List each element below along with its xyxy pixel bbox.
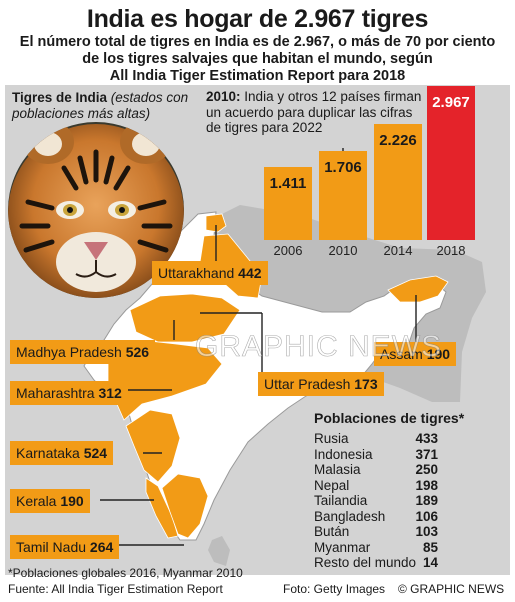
bar-2006: [264, 167, 312, 240]
label-maharashtra-value: 312: [98, 385, 122, 401]
bar-value-2018: 2.967: [432, 94, 470, 111]
population-value: 371: [415, 446, 438, 462]
bar-year-2014: 2014: [383, 243, 413, 258]
label-kerala-name: Kerala: [16, 493, 57, 509]
population-row: Myanmar 85: [314, 540, 438, 556]
bar-value-2014: 2.226: [379, 132, 417, 149]
label-uttarakhand-name: Uttarakhand: [158, 265, 235, 281]
bar-year-2006: 2006: [273, 243, 303, 258]
population-row: Bangladesh 106: [314, 509, 438, 525]
label-uttar-pradesh-value: 173: [354, 376, 378, 392]
note-2010-year: 2010:: [206, 89, 241, 104]
source: Fuente: All India Tiger Estimation Repor…: [8, 582, 223, 596]
population-value: 250: [415, 462, 438, 477]
subtitle-line-3: All India Tiger Estimation Report para 2…: [109, 68, 406, 84]
label-assam-name: Assam: [380, 346, 423, 362]
watermark: GRAPHIC NEWS: [195, 330, 443, 364]
map-heading: Tigres de India (estados con poblaciones…: [12, 90, 212, 122]
label-assam: Assam 190: [374, 342, 457, 366]
population-value: 433: [415, 431, 438, 446]
subtitle-line-1: El número total de tigres en India es de…: [19, 34, 496, 50]
population-country: Myanmar: [314, 539, 371, 555]
population-country: Resto del mundo: [314, 555, 417, 570]
state-madhya-pradesh: [129, 293, 241, 343]
population-row: Rusia 433: [314, 431, 438, 447]
map-heading-italic: (estados con poblaciones más altas): [12, 90, 189, 121]
population-value: 85: [422, 539, 438, 555]
note-2010: 2010: India y otros 12 países firman un …: [206, 89, 426, 136]
population-country: Rusia: [314, 431, 349, 446]
population-value: 106: [415, 508, 438, 524]
sri-lanka: [208, 536, 230, 566]
label-uttar-pradesh: Uttar Pradesh 173: [258, 372, 384, 396]
population-row: Malasia 250: [314, 462, 438, 478]
bar-year-2010: 2010: [328, 243, 358, 258]
label-uttarakhand: Uttarakhand 442: [152, 261, 268, 285]
label-tamil-nadu: Tamil Nadu 264: [10, 535, 120, 559]
population-row: Tailandia 189: [314, 493, 438, 509]
population-country: Malasia: [314, 462, 361, 477]
label-assam-value: 190: [426, 346, 451, 362]
population-row: Bután 103: [314, 524, 438, 540]
state-karnataka: [125, 409, 181, 483]
bar-value-2010: 1.706: [324, 159, 362, 176]
label-uttarakhand-value: 442: [238, 265, 262, 281]
label-kerala: Kerala 190: [10, 489, 90, 513]
state-tamil-nadu: [161, 473, 209, 539]
label-madhya-pradesh-value: 526: [125, 344, 150, 360]
bar-value-2006: 1.411: [269, 175, 307, 192]
population-country: Nepal: [314, 477, 350, 493]
photo-credit: Foto: Getty Images: [283, 582, 386, 596]
label-karnataka-name: Karnataka: [16, 445, 80, 461]
subtitle-line-2: de los tigres salvajes que habitan el mu…: [82, 51, 433, 67]
population-country: Tailandia: [314, 493, 368, 508]
label-maharashtra: Maharashtra 312: [10, 381, 128, 405]
population-country: Indonesia: [314, 446, 373, 462]
footnote: *Poblaciones globales 2016, Myanmar 2010: [8, 566, 243, 580]
population-value: 103: [415, 524, 438, 539]
map-heading-bold: Tigres de India: [12, 90, 108, 105]
state-uttarakhand: [205, 213, 227, 233]
population-value: 198: [415, 477, 438, 493]
label-madhya-pradesh: Madhya Pradesh 526: [10, 340, 156, 364]
population-country: Bután: [314, 524, 350, 539]
state-kerala: [145, 477, 179, 539]
label-karnataka: Karnataka 524: [10, 441, 114, 465]
population-row: Indonesia 371: [314, 447, 438, 463]
populations-title: Poblaciones de tigres*: [314, 410, 465, 426]
population-row: Resto del mundo 14: [314, 555, 438, 571]
copyright: © GRAPHIC NEWS: [398, 582, 505, 596]
bar-2018: [427, 86, 475, 240]
label-tamil-nadu-value: 264: [89, 539, 114, 555]
bar-2014: [374, 124, 422, 240]
label-maharashtra-name: Maharashtra: [16, 385, 95, 401]
population-value: 189: [415, 493, 438, 508]
label-uttar-pradesh-name: Uttar Pradesh: [264, 376, 351, 392]
bar-2010: [319, 151, 367, 240]
label-kerala-value: 190: [60, 493, 84, 509]
population-country: Bangladesh: [314, 508, 386, 524]
label-tamil-nadu-name: Tamil Nadu: [16, 539, 87, 555]
population-value: 14: [422, 555, 438, 570]
population-row: Nepal 198: [314, 478, 438, 494]
state-assam: [387, 275, 449, 303]
bar-year-2018: 2018: [436, 243, 466, 258]
label-karnataka-value: 524: [83, 445, 108, 461]
leader-lines: [100, 225, 417, 546]
label-madhya-pradesh-name: Madhya Pradesh: [16, 344, 122, 360]
header: India es hogar de 2.967 tigres El número…: [0, 0, 515, 85]
page-title: India es hogar de 2.967 tigres: [86, 5, 429, 33]
note-2010-text: India y otros 12 países firman un acuerd…: [206, 89, 422, 135]
